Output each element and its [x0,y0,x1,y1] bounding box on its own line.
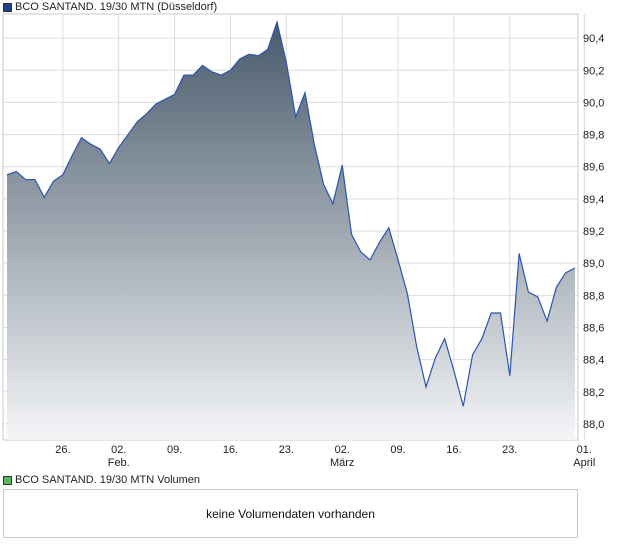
x-tick-label: 02. [111,444,126,456]
y-tick-label: 89,0 [583,258,604,270]
y-tick-label: 88,2 [583,387,604,399]
x-tick-label: 26. [55,444,70,456]
y-tick-label: 88,4 [583,355,604,367]
x-month-label: Feb. [108,457,130,469]
y-tick-label: 89,2 [583,226,604,238]
x-tick-label: 16. [446,444,461,456]
no-volume-message: keine Volumendaten vorhanden [206,506,375,521]
x-tick-label: 02. [335,444,350,456]
x-tick-label: 09. [390,444,405,456]
y-tick-label: 89,4 [583,194,604,206]
y-tick-label: 90,4 [583,33,604,45]
y-tick-label: 89,6 [583,162,604,174]
price-legend-swatch [3,2,12,12]
price-legend: BCO SANTAND. 19/30 MTN (Düsseldorf) [3,0,217,14]
x-tick-label: 09. [167,444,182,456]
volume-legend-label: BCO SANTAND. 19/30 MTN Volumen [15,474,201,486]
volume-legend: BCO SANTAND. 19/30 MTN Volumen [3,473,200,487]
price-legend-label: BCO SANTAND. 19/30 MTN (Düsseldorf) [15,1,218,13]
y-tick-label: 89,8 [583,130,604,142]
x-tick-label: 01. [577,444,592,456]
x-tick-label: 16. [223,444,238,456]
price-chart: 90,4 90,2 90,0 89,8 89,6 89,4 89,2 89,0 88,8 88,6… [2,13,604,469]
volume-panel: keine Volumendaten vorhanden [3,489,578,538]
y-axis-ticks: 90,4 90,2 90,0 89,8 89,6 89,4 89,2 89,0 88,8 88,6… [583,33,604,431]
y-tick-label: 88,8 [583,290,604,302]
x-month-label: März [330,457,354,469]
x-tick-label: 23. [502,444,517,456]
price-line [6,19,576,407]
price-area [7,22,575,440]
y-tick-label: 90,2 [583,65,604,77]
y-tick-label: 88,0 [583,419,604,431]
x-tick-label: 23. [279,444,294,456]
x-month-label: April [573,457,595,469]
y-tick-label: 90,0 [583,97,604,109]
y-tick-label: 88,6 [583,322,604,334]
volume-legend-swatch [3,475,12,485]
